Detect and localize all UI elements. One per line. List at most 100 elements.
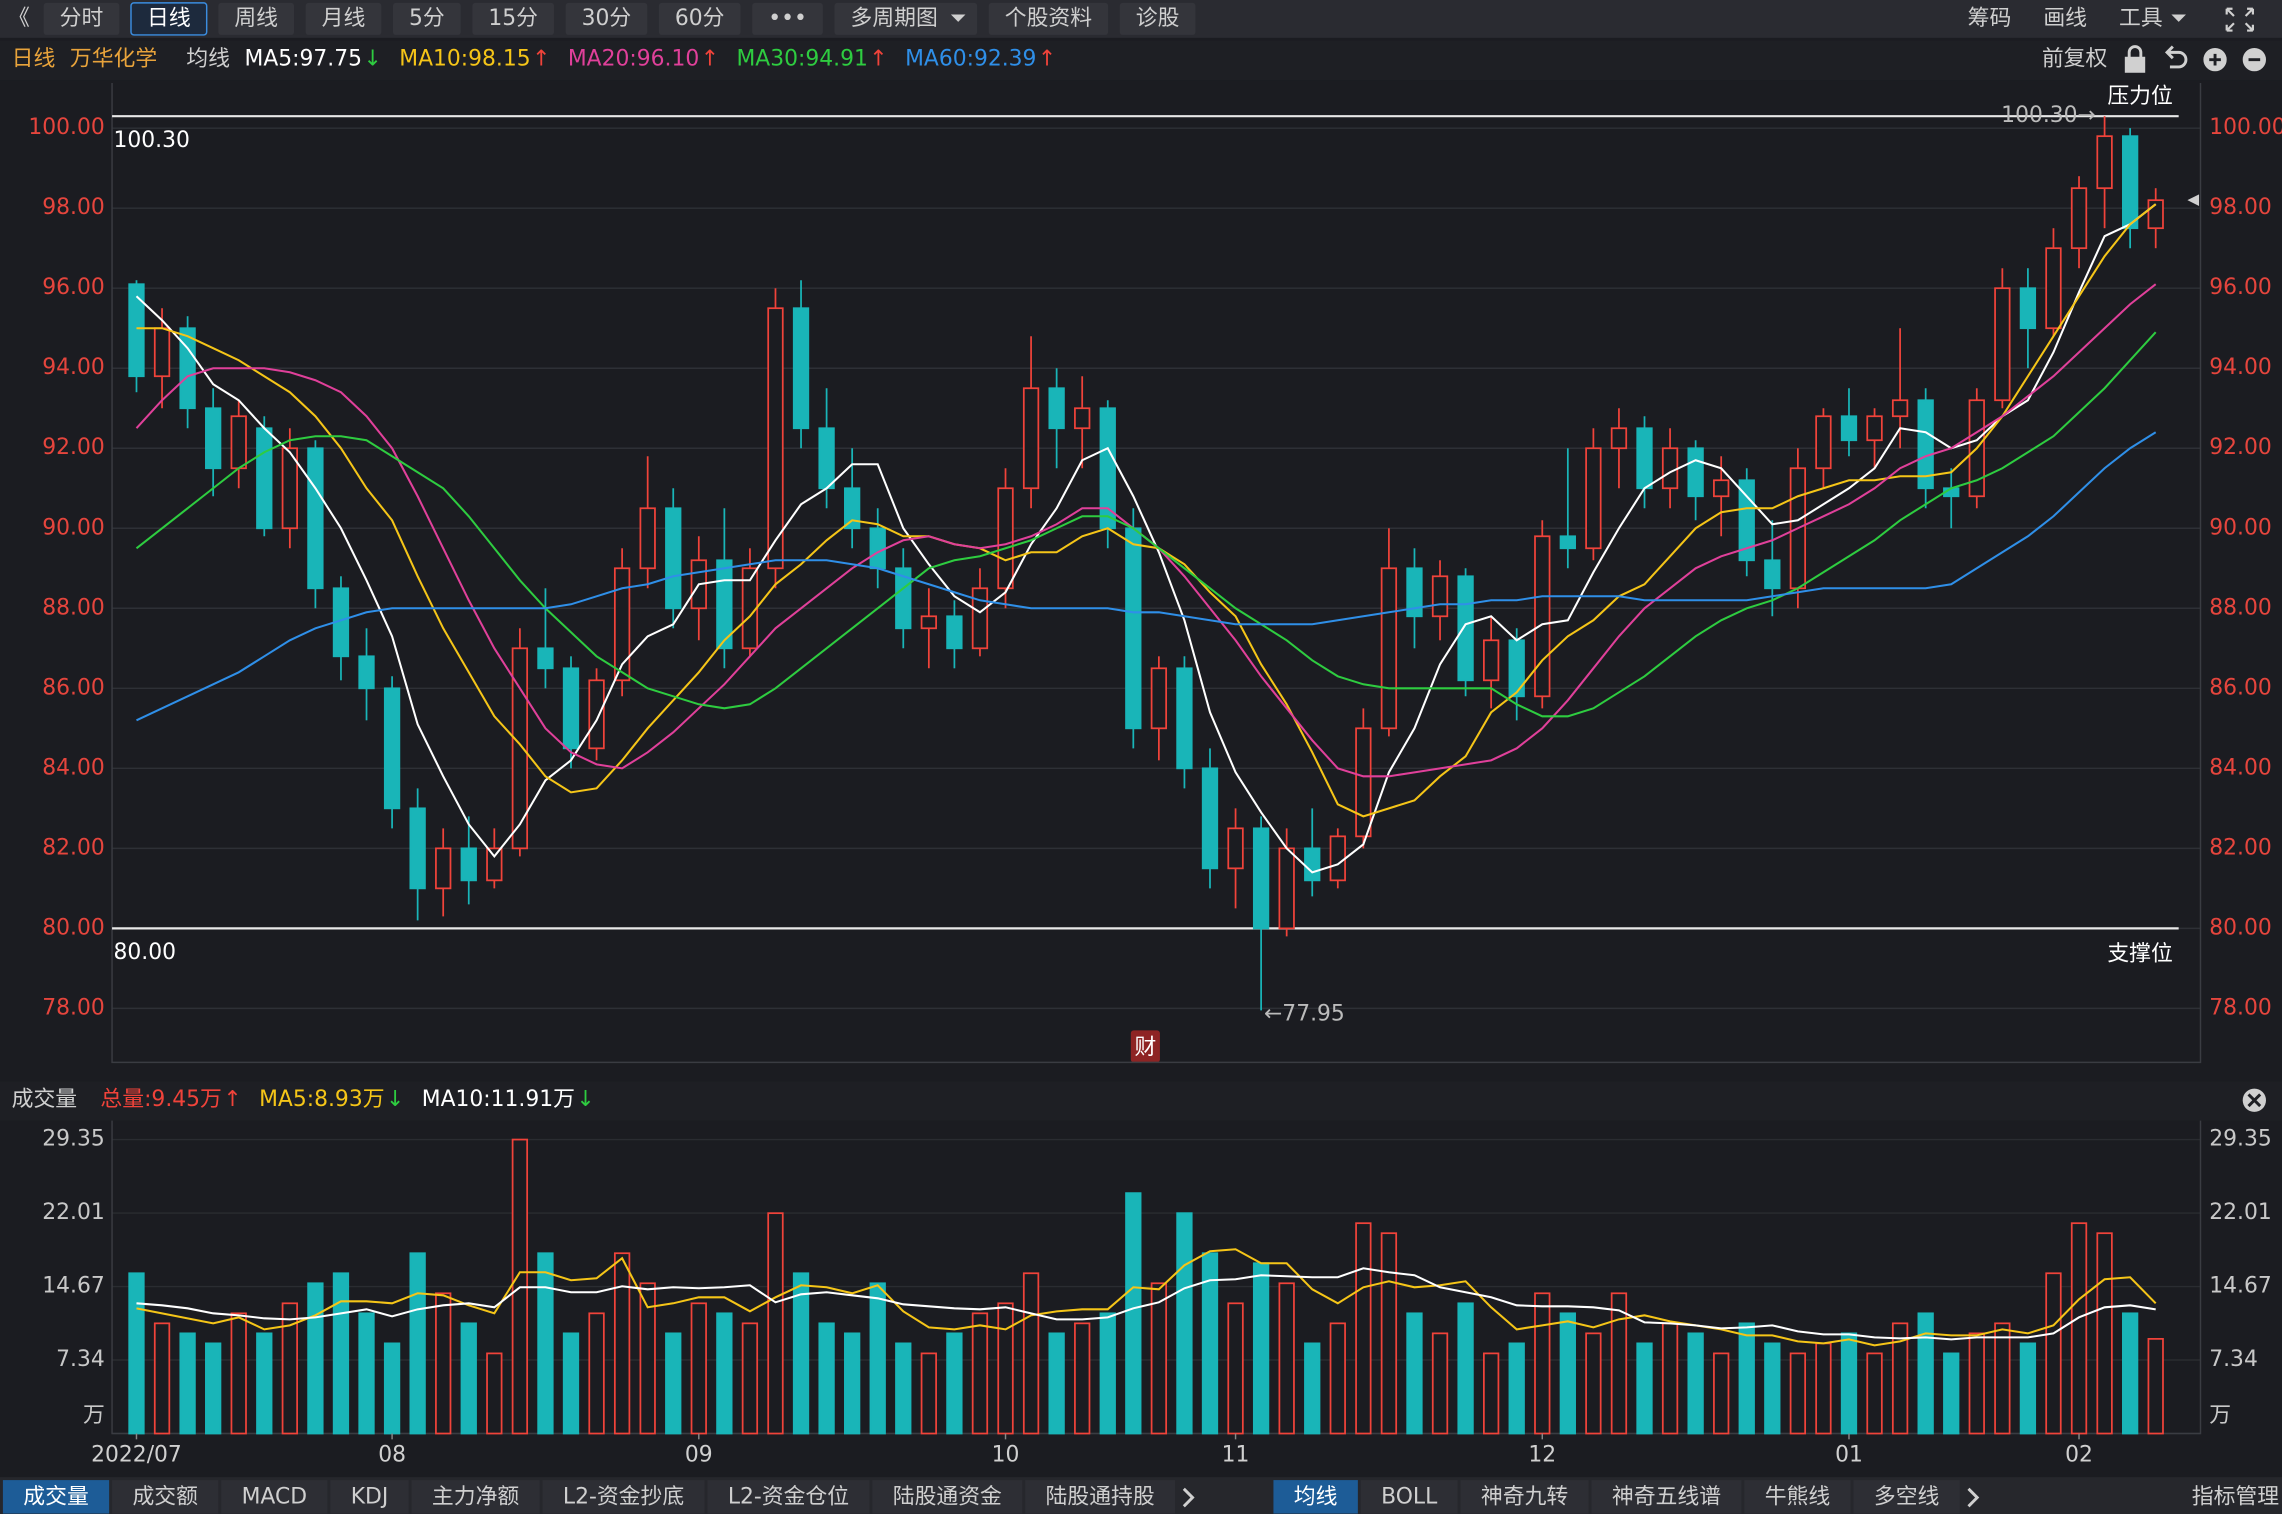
- toolbar-tab[interactable]: [218, 2, 295, 35]
- toolbar-tab-label[interactable]: 个股资料: [1005, 6, 1092, 31]
- volume-bar: [1457, 1302, 1474, 1435]
- candle-body: [1227, 827, 1244, 870]
- indicator-tab[interactable]: [330, 1480, 409, 1514]
- event-text[interactable]: 财: [1134, 1035, 1156, 1060]
- indicator-tab[interactable]: [2, 1480, 110, 1514]
- toolbar-tab-label[interactable]: 60分: [675, 6, 725, 31]
- indicator-tab-label[interactable]: KDJ: [351, 1485, 389, 1510]
- volume-bar: [409, 1252, 426, 1435]
- annotation: 100.30→: [2001, 103, 2096, 128]
- indicator-tab-label[interactable]: 牛熊线: [1765, 1485, 1831, 1510]
- indicator-manage[interactable]: 指标管理: [2192, 1485, 2279, 1510]
- candle-body: [844, 487, 861, 530]
- volume-bar: [1431, 1332, 1449, 1435]
- more-chevron[interactable]: [1182, 1487, 1195, 1508]
- candle-body: [1252, 827, 1270, 930]
- y-tick-label-right: 98.00: [2209, 195, 2272, 220]
- toolbar-tab-label[interactable]: 日线: [147, 6, 191, 31]
- indicator-tab[interactable]: [1460, 1480, 1589, 1514]
- volume-bar: [639, 1282, 656, 1435]
- toolbar-tool[interactable]: 工具: [2119, 6, 2163, 31]
- volume-bar: [332, 1272, 350, 1435]
- toolbar-tab[interactable]: [834, 2, 978, 35]
- candle-body: [1125, 527, 1142, 730]
- legend-arrow: ↓: [576, 1087, 594, 1112]
- y-tick-label: 92.00: [42, 435, 105, 460]
- toolbar-tab[interactable]: [752, 2, 823, 35]
- event-badge[interactable]: [1130, 1030, 1160, 1063]
- toolbar-tab-label[interactable]: 多周期图: [850, 6, 937, 31]
- indicator-tab[interactable]: [1025, 1480, 1176, 1514]
- toolbar-tab-label[interactable]: •••: [768, 6, 807, 31]
- toolbar-tab[interactable]: [565, 2, 648, 35]
- indicator-tab-label[interactable]: 神奇五线谱: [1612, 1485, 1721, 1510]
- toolbar-tab[interactable]: [392, 2, 461, 35]
- toolbar-tool[interactable]: 画线: [2043, 6, 2087, 31]
- y-tick-label-right: 94.00: [2209, 355, 2272, 380]
- indicator-tab[interactable]: [1273, 1480, 1358, 1514]
- volume-bar: [1866, 1352, 1883, 1435]
- indicator-tab-label[interactable]: BOLL: [1381, 1485, 1438, 1510]
- indicator-tab[interactable]: [1591, 1480, 1742, 1514]
- toolbar-tab[interactable]: [43, 2, 120, 35]
- indicator-tab[interactable]: [411, 1480, 540, 1514]
- candle-body: [153, 327, 171, 378]
- toolbar-tab-label[interactable]: 诊股: [1136, 6, 1180, 31]
- indicator-tab-label[interactable]: 均线: [1294, 1485, 1338, 1510]
- indicator-tab-label[interactable]: 成交额: [132, 1485, 198, 1510]
- toolbar-tab[interactable]: [988, 2, 1109, 35]
- y-tick-label: 84.00: [42, 755, 105, 780]
- volume-bar: [230, 1312, 247, 1435]
- y-tick-label: 14.67: [42, 1274, 105, 1299]
- toolbar-tool[interactable]: 筹码: [1968, 6, 2012, 31]
- volume-bar: [1176, 1212, 1193, 1435]
- zoom-in-plus[interactable]: [2209, 53, 2221, 66]
- indicator-tab-label[interactable]: 成交量: [23, 1485, 89, 1510]
- indicator-tab[interactable]: [1744, 1480, 1851, 1514]
- indicator-tab-label[interactable]: 主力净额: [432, 1485, 519, 1510]
- close-cross[interactable]: [2247, 1093, 2262, 1108]
- indicator-tab[interactable]: [707, 1480, 870, 1514]
- event-marker[interactable]: 财: [1130, 1030, 1160, 1063]
- indicator-tab-label[interactable]: L2-资金仓位: [728, 1485, 849, 1510]
- y-tick-label-right: 29.35: [2209, 1127, 2272, 1152]
- indicator-tab-label[interactable]: 神奇九转: [1481, 1485, 1568, 1510]
- adjust-label[interactable]: 前复权: [2042, 47, 2108, 72]
- toolbar-tab[interactable]: [305, 2, 382, 35]
- toolbar-tab-label[interactable]: 5分: [409, 6, 445, 31]
- indicator-tab[interactable]: [542, 1480, 705, 1514]
- volume-bar: [1764, 1342, 1781, 1435]
- indicator-tab-label[interactable]: MACD: [242, 1485, 307, 1510]
- toolbar-tab-label[interactable]: 周线: [234, 6, 278, 31]
- legend-arrow: ↑: [1038, 47, 1056, 72]
- indicator-tab[interactable]: [1360, 1480, 1458, 1514]
- indicator-tab-label[interactable]: 陆股通持股: [1046, 1485, 1155, 1510]
- indicator-tab-label[interactable]: L2-资金抄底: [563, 1485, 684, 1510]
- back-button[interactable]: 《: [8, 6, 30, 31]
- fullscreen-icon[interactable]: [2225, 7, 2254, 32]
- toolbar-tab-label[interactable]: 15分: [488, 6, 538, 31]
- undo-icon[interactable]: [2164, 45, 2188, 69]
- toolbar-tab[interactable]: [130, 2, 208, 36]
- toolbar-tab[interactable]: [472, 2, 554, 35]
- indicator-tab[interactable]: [1853, 1480, 1960, 1514]
- dropdown-arrow[interactable]: [950, 14, 966, 22]
- dropdown-arrow[interactable]: [2171, 14, 2186, 22]
- indicator-tab[interactable]: [221, 1480, 328, 1514]
- indicator-tab-label[interactable]: 多空线: [1874, 1485, 1940, 1510]
- indicator-tab[interactable]: [872, 1480, 1023, 1514]
- close-icon[interactable]: [2242, 1088, 2266, 1112]
- toolbar-tab-label[interactable]: 分时: [60, 6, 104, 31]
- volume-bar: [690, 1302, 707, 1435]
- lock-icon[interactable]: [2124, 56, 2146, 73]
- lock-shackle[interactable]: [2127, 45, 2143, 59]
- indicator-tab[interactable]: [112, 1480, 219, 1514]
- toolbar-tab[interactable]: [1119, 2, 1196, 35]
- toolbar-tab-label[interactable]: 月线: [322, 6, 366, 31]
- annotation: ←77.95: [1264, 1002, 1345, 1027]
- more-chevron[interactable]: [1967, 1487, 1980, 1508]
- candle-body: [1994, 287, 2011, 402]
- toolbar-tab[interactable]: [658, 2, 741, 35]
- indicator-tab-label[interactable]: 陆股通资金: [893, 1485, 1002, 1510]
- toolbar-tab-label[interactable]: 30分: [582, 6, 632, 31]
